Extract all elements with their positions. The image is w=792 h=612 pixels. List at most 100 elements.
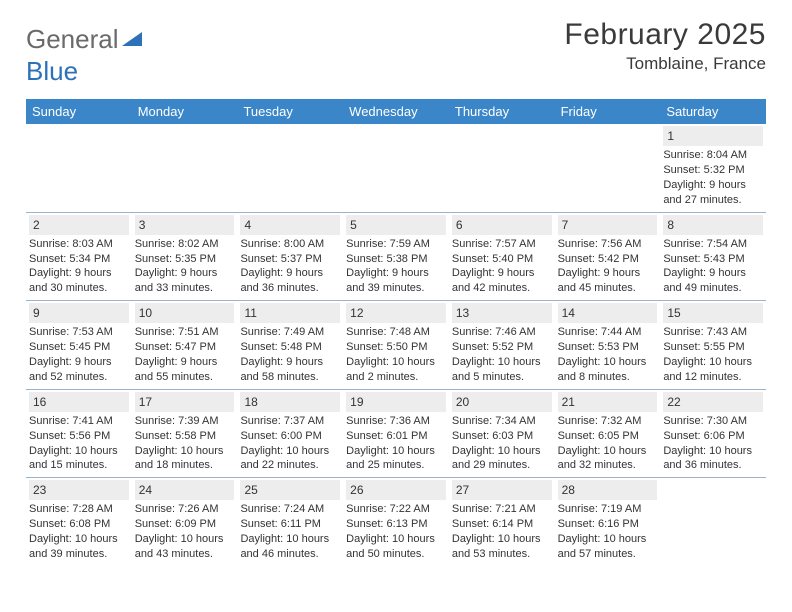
sunrise-text: Sunrise: 7:57 AM — [452, 237, 552, 252]
weekday-sun: Sunday — [26, 99, 132, 124]
location: Tomblaine, France — [564, 54, 766, 74]
sunset-text: Sunset: 5:58 PM — [135, 429, 235, 444]
brand-logo: General — [26, 24, 142, 55]
weekday-wed: Wednesday — [343, 99, 449, 124]
day-number: 9 — [29, 303, 129, 323]
day-number: 2 — [29, 215, 129, 235]
daylight-text: Daylight: 10 hours and 25 minutes. — [346, 444, 446, 474]
sunrise-text: Sunrise: 7:46 AM — [452, 325, 552, 340]
day-cell: 5Sunrise: 7:59 AMSunset: 5:38 PMDaylight… — [343, 213, 449, 301]
day-cell: 7Sunrise: 7:56 AMSunset: 5:42 PMDaylight… — [555, 213, 661, 301]
sunrise-text: Sunrise: 8:03 AM — [29, 237, 129, 252]
day-number: 21 — [558, 392, 658, 412]
day-cell: 13 Sunrise: 7:46 AMSunset: 5:52 PMDayligh… — [449, 301, 555, 389]
day-cell: 1Sunrise: 8:04 AMSunset: 5:32 PMDaylight… — [660, 124, 766, 212]
weekday-fri: Friday — [555, 99, 661, 124]
weekday-tue: Tuesday — [237, 99, 343, 124]
sunset-text: Sunset: 5:37 PM — [240, 252, 340, 267]
day-number: 20 — [452, 392, 552, 412]
daylight-text: Daylight: 9 hours and 52 minutes. — [29, 355, 129, 385]
day-number: 23 — [29, 480, 129, 500]
sunset-text: Sunset: 6:13 PM — [346, 517, 446, 532]
sunrise-text: Sunrise: 7:44 AM — [558, 325, 658, 340]
day-number: 15 — [663, 303, 763, 323]
day-cell: 28Sunrise: 7:19 AMSunset: 6:16 PMDayligh… — [555, 478, 661, 566]
sunrise-text: Sunrise: 7:48 AM — [346, 325, 446, 340]
day-number: 7 — [558, 215, 658, 235]
sunset-text: Sunset: 5:43 PM — [663, 252, 763, 267]
sunset-text: Sunset: 5:45 PM — [29, 340, 129, 355]
sunset-text: Sunset: 6:14 PM — [452, 517, 552, 532]
day-number: 12 — [346, 303, 446, 323]
calendar-week: 9Sunrise: 7:53 AMSunset: 5:45 PMDaylight… — [26, 300, 766, 389]
sunset-text: Sunset: 5:48 PM — [240, 340, 340, 355]
day-number: 28 — [558, 480, 658, 500]
sunrise-text: Sunrise: 7:54 AM — [663, 237, 763, 252]
calendar: Sunday Monday Tuesday Wednesday Thursday… — [26, 99, 766, 566]
daylight-text: Daylight: 9 hours and 30 minutes. — [29, 266, 129, 296]
day-cell — [237, 124, 343, 212]
daylight-text: Daylight: 10 hours and 12 minutes. — [663, 355, 763, 385]
day-number: 10 — [135, 303, 235, 323]
day-number: 5 — [346, 215, 446, 235]
day-cell: 16Sunrise: 7:41 AMSunset: 5:56 PMDayligh… — [26, 390, 132, 478]
daylight-text: Daylight: 10 hours and 29 minutes. — [452, 444, 552, 474]
day-cell: 25Sunrise: 7:24 AMSunset: 6:11 PMDayligh… — [237, 478, 343, 566]
day-cell: 19 Sunrise: 7:36 AMSunset: 6:01 PMDayligh… — [343, 390, 449, 478]
sunrise-text: Sunrise: 7:32 AM — [558, 414, 658, 429]
sunset-text: Sunset: 5:52 PM — [452, 340, 552, 355]
day-number: 8 — [663, 215, 763, 235]
day-cell: 27Sunrise: 7:21 AMSunset: 6:14 PMDayligh… — [449, 478, 555, 566]
daylight-text: Daylight: 10 hours and 36 minutes. — [663, 444, 763, 474]
daylight-text: Daylight: 10 hours and 39 minutes. — [29, 532, 129, 562]
weekday-header: Sunday Monday Tuesday Wednesday Thursday… — [26, 99, 766, 124]
day-number: 19 — [346, 392, 446, 412]
day-cell — [26, 124, 132, 212]
weekday-mon: Monday — [132, 99, 238, 124]
day-number: 25 — [240, 480, 340, 500]
sunrise-text: Sunrise: 7:36 AM — [346, 414, 446, 429]
day-number: 22 — [663, 392, 763, 412]
daylight-text: Daylight: 9 hours and 27 minutes. — [663, 178, 763, 208]
daylight-text: Daylight: 9 hours and 36 minutes. — [240, 266, 340, 296]
day-number: 26 — [346, 480, 446, 500]
day-cell — [660, 478, 766, 566]
sunset-text: Sunset: 6:01 PM — [346, 429, 446, 444]
daylight-text: Daylight: 9 hours and 55 minutes. — [135, 355, 235, 385]
sunset-text: Sunset: 6:16 PM — [558, 517, 658, 532]
calendar-week: 16Sunrise: 7:41 AMSunset: 5:56 PMDayligh… — [26, 389, 766, 478]
day-cell: 21Sunrise: 7:32 AMSunset: 6:05 PMDayligh… — [555, 390, 661, 478]
sunset-text: Sunset: 6:08 PM — [29, 517, 129, 532]
month-title: February 2025 — [564, 18, 766, 52]
daylight-text: Daylight: 9 hours and 42 minutes. — [452, 266, 552, 296]
day-cell: 10Sunrise: 7:51 AMSunset: 5:47 PMDayligh… — [132, 301, 238, 389]
daylight-text: Daylight: 10 hours and 22 minutes. — [240, 444, 340, 474]
day-cell: 22Sunrise: 7:30 AMSunset: 6:06 PMDayligh… — [660, 390, 766, 478]
day-cell: 8 Sunrise: 7:54 AMSunset: 5:43 PMDaylight… — [660, 213, 766, 301]
sunset-text: Sunset: 6:06 PM — [663, 429, 763, 444]
day-number: 13 — [452, 303, 552, 323]
day-cell: 15Sunrise: 7:43 AMSunset: 5:55 PMDayligh… — [660, 301, 766, 389]
day-number: 6 — [452, 215, 552, 235]
day-cell: 23Sunrise: 7:28 AMSunset: 6:08 PMDayligh… — [26, 478, 132, 566]
daylight-text: Daylight: 9 hours and 49 minutes. — [663, 266, 763, 296]
sunrise-text: Sunrise: 7:53 AM — [29, 325, 129, 340]
daylight-text: Daylight: 10 hours and 50 minutes. — [346, 532, 446, 562]
daylight-text: Daylight: 10 hours and 43 minutes. — [135, 532, 235, 562]
daylight-text: Daylight: 10 hours and 5 minutes. — [452, 355, 552, 385]
day-number: 16 — [29, 392, 129, 412]
daylight-text: Daylight: 9 hours and 33 minutes. — [135, 266, 235, 296]
day-cell: 9 Sunrise: 7:53 AMSunset: 5:45 PMDaylight… — [26, 301, 132, 389]
calendar-week: 1Sunrise: 8:04 AMSunset: 5:32 PMDaylight… — [26, 124, 766, 212]
day-cell: 20Sunrise: 7:34 AMSunset: 6:03 PMDayligh… — [449, 390, 555, 478]
day-cell: 11Sunrise: 7:49 AMSunset: 5:48 PMDayligh… — [237, 301, 343, 389]
day-cell: 17Sunrise: 7:39 AMSunset: 5:58 PMDayligh… — [132, 390, 238, 478]
daylight-text: Daylight: 10 hours and 57 minutes. — [558, 532, 658, 562]
sunrise-text: Sunrise: 7:34 AM — [452, 414, 552, 429]
daylight-text: Daylight: 10 hours and 32 minutes. — [558, 444, 658, 474]
sunset-text: Sunset: 5:47 PM — [135, 340, 235, 355]
sunset-text: Sunset: 6:11 PM — [240, 517, 340, 532]
sunset-text: Sunset: 5:32 PM — [663, 163, 763, 178]
brand-word2: Blue — [26, 56, 78, 87]
day-cell — [449, 124, 555, 212]
